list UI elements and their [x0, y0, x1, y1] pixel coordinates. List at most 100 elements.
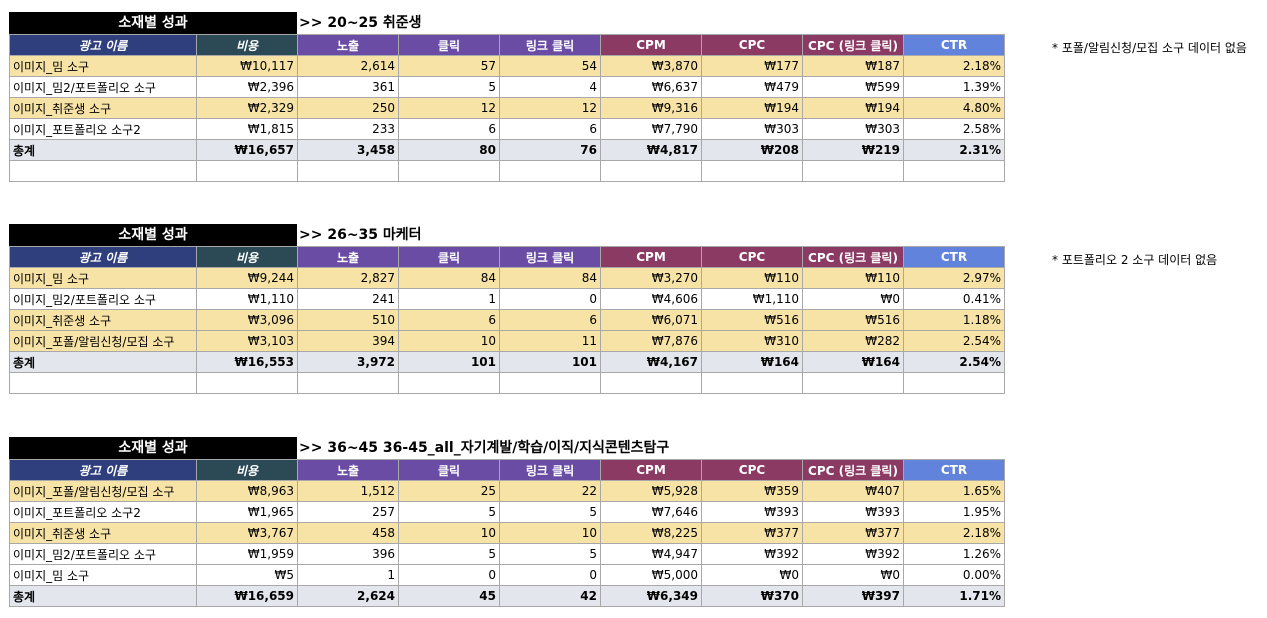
header-cell[interactable]: CTR	[903, 34, 1005, 56]
impressions-cell[interactable]: 241	[297, 288, 399, 310]
clicks-cell[interactable]: 1	[398, 288, 500, 310]
header-cell[interactable]: CPM	[600, 246, 702, 268]
cpc-link-cell[interactable]: ₩407	[802, 480, 904, 502]
ctr-cell[interactable]: 2.97%	[903, 267, 1005, 289]
ctr-cell[interactable]: 0.41%	[903, 288, 1005, 310]
cost-cell[interactable]: ₩1,815	[196, 118, 298, 140]
impressions-cell[interactable]: 1	[297, 564, 399, 586]
total-cpc-cell[interactable]: ₩370	[701, 585, 803, 607]
total-impressions-cell[interactable]: 2,624	[297, 585, 399, 607]
header-cell[interactable]: CPC (링크 클릭)	[802, 246, 904, 268]
total-ctr-cell[interactable]: 2.31%	[903, 139, 1005, 161]
ad-name-cell[interactable]: 이미지_밈 소구	[9, 55, 197, 77]
ad-name-cell[interactable]: 이미지_포폴/알림신청/모집 소구	[9, 330, 197, 352]
total-cpc-link-cell[interactable]: ₩219	[802, 139, 904, 161]
header-cell[interactable]: CTR	[903, 459, 1005, 481]
cpc-cell[interactable]: ₩393	[701, 501, 803, 523]
empty-cell[interactable]	[499, 372, 601, 394]
impressions-cell[interactable]: 257	[297, 501, 399, 523]
empty-cell[interactable]	[9, 372, 197, 394]
link-clicks-cell[interactable]: 5	[499, 501, 601, 523]
ad-name-cell[interactable]: 이미지_밈2/포트폴리오 소구	[9, 76, 197, 98]
cpc-cell[interactable]: ₩516	[701, 309, 803, 331]
ctr-cell[interactable]: 4.80%	[903, 97, 1005, 119]
header-cell[interactable]: CPC	[701, 246, 803, 268]
cpm-cell[interactable]: ₩9,316	[600, 97, 702, 119]
impressions-cell[interactable]: 250	[297, 97, 399, 119]
empty-cell[interactable]	[701, 372, 803, 394]
cpm-cell[interactable]: ₩4,947	[600, 543, 702, 565]
header-cell[interactable]: 노출	[297, 459, 399, 481]
link-clicks-cell[interactable]: 10	[499, 522, 601, 544]
empty-cell[interactable]	[600, 372, 702, 394]
impressions-cell[interactable]: 510	[297, 309, 399, 331]
impressions-cell[interactable]: 2,827	[297, 267, 399, 289]
clicks-cell[interactable]: 6	[398, 309, 500, 331]
clicks-cell[interactable]: 10	[398, 330, 500, 352]
cpm-cell[interactable]: ₩3,270	[600, 267, 702, 289]
cost-cell[interactable]: ₩9,244	[196, 267, 298, 289]
cpm-cell[interactable]: ₩7,790	[600, 118, 702, 140]
empty-cell[interactable]	[398, 160, 500, 182]
header-cell[interactable]: 클릭	[398, 459, 500, 481]
empty-cell[interactable]	[802, 160, 904, 182]
empty-cell[interactable]	[297, 372, 399, 394]
header-cell[interactable]: 노출	[297, 34, 399, 56]
ctr-cell[interactable]: 1.39%	[903, 76, 1005, 98]
total-cpc-link-cell[interactable]: ₩164	[802, 351, 904, 373]
link-clicks-cell[interactable]: 22	[499, 480, 601, 502]
header-cell[interactable]: 클릭	[398, 246, 500, 268]
cpm-cell[interactable]: ₩5,000	[600, 564, 702, 586]
cost-cell[interactable]: ₩8,963	[196, 480, 298, 502]
ctr-cell[interactable]: 2.18%	[903, 522, 1005, 544]
ctr-cell[interactable]: 2.58%	[903, 118, 1005, 140]
header-cell[interactable]: 광고 이름	[9, 459, 197, 481]
impressions-cell[interactable]: 361	[297, 76, 399, 98]
cpc-cell[interactable]: ₩177	[701, 55, 803, 77]
cpc-cell[interactable]: ₩194	[701, 97, 803, 119]
impressions-cell[interactable]: 458	[297, 522, 399, 544]
total-cpc-link-cell[interactable]: ₩397	[802, 585, 904, 607]
header-cell[interactable]: 링크 클릭	[499, 34, 601, 56]
ctr-cell[interactable]: 2.18%	[903, 55, 1005, 77]
clicks-cell[interactable]: 84	[398, 267, 500, 289]
cpc-cell[interactable]: ₩303	[701, 118, 803, 140]
ad-name-cell[interactable]: 이미지_밈 소구	[9, 267, 197, 289]
clicks-cell[interactable]: 57	[398, 55, 500, 77]
cpc-link-cell[interactable]: ₩303	[802, 118, 904, 140]
total-cost-cell[interactable]: ₩16,553	[196, 351, 298, 373]
cpm-cell[interactable]: ₩6,071	[600, 309, 702, 331]
empty-cell[interactable]	[903, 160, 1005, 182]
link-clicks-cell[interactable]: 54	[499, 55, 601, 77]
total-label-cell[interactable]: 총계	[9, 139, 197, 161]
cpm-cell[interactable]: ₩4,606	[600, 288, 702, 310]
cpm-cell[interactable]: ₩3,870	[600, 55, 702, 77]
clicks-cell[interactable]: 5	[398, 76, 500, 98]
impressions-cell[interactable]: 2,614	[297, 55, 399, 77]
cost-cell[interactable]: ₩3,103	[196, 330, 298, 352]
header-cell[interactable]: 링크 클릭	[499, 246, 601, 268]
header-cell[interactable]: CPC (링크 클릭)	[802, 34, 904, 56]
ad-name-cell[interactable]: 이미지_취준생 소구	[9, 309, 197, 331]
link-clicks-cell[interactable]: 12	[499, 97, 601, 119]
cpc-cell[interactable]: ₩1,110	[701, 288, 803, 310]
total-cpc-cell[interactable]: ₩164	[701, 351, 803, 373]
header-cell[interactable]: CPM	[600, 459, 702, 481]
header-cell[interactable]: CPC	[701, 459, 803, 481]
ad-name-cell[interactable]: 이미지_취준생 소구	[9, 522, 197, 544]
ad-name-cell[interactable]: 이미지_포트폴리오 소구2	[9, 118, 197, 140]
cpc-link-cell[interactable]: ₩194	[802, 97, 904, 119]
total-impressions-cell[interactable]: 3,458	[297, 139, 399, 161]
cpc-link-cell[interactable]: ₩0	[802, 564, 904, 586]
header-cell[interactable]: CTR	[903, 246, 1005, 268]
cost-cell[interactable]: ₩1,959	[196, 543, 298, 565]
clicks-cell[interactable]: 10	[398, 522, 500, 544]
total-cpm-cell[interactable]: ₩6,349	[600, 585, 702, 607]
ctr-cell[interactable]: 1.26%	[903, 543, 1005, 565]
empty-cell[interactable]	[903, 372, 1005, 394]
impressions-cell[interactable]: 394	[297, 330, 399, 352]
cpm-cell[interactable]: ₩6,637	[600, 76, 702, 98]
link-clicks-cell[interactable]: 11	[499, 330, 601, 352]
cost-cell[interactable]: ₩5	[196, 564, 298, 586]
cpc-cell[interactable]: ₩377	[701, 522, 803, 544]
